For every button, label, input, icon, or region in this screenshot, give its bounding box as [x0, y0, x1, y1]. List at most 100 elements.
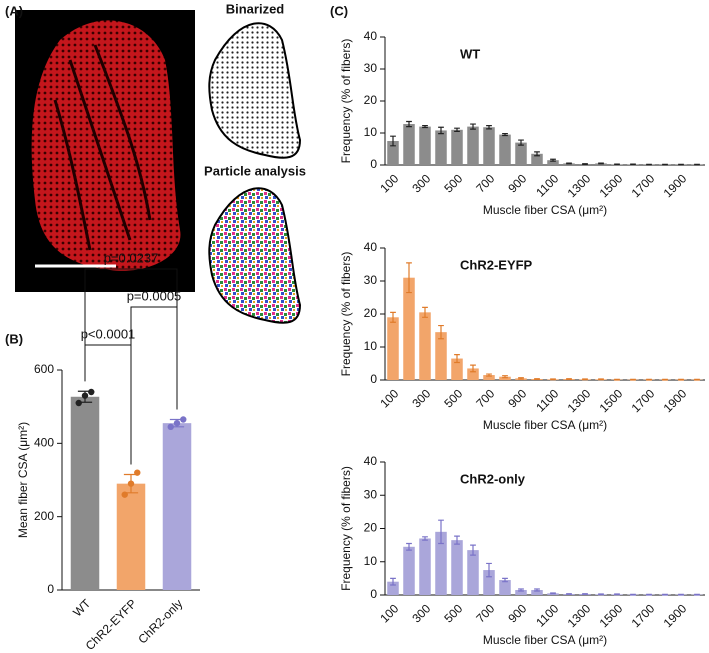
panel-a: (A) Binarized Particle analysis	[5, 1, 306, 324]
x-tick-label: 700	[473, 601, 497, 625]
x-tick-label: 300	[409, 386, 433, 410]
y-axis-label: Mean fiber CSA (μm²)	[16, 422, 30, 538]
error-bar	[422, 306, 428, 318]
bar	[162, 423, 192, 590]
error-bar	[454, 353, 460, 364]
y-tick-label: 20	[364, 521, 378, 535]
data-point	[180, 416, 187, 423]
error-bar	[470, 364, 476, 373]
x-tick-label: 1900	[661, 601, 690, 630]
chart-title: ChR2-EYFP	[460, 257, 533, 272]
bar	[435, 531, 447, 595]
x-tick-label: 300	[409, 171, 433, 195]
error-bar	[502, 577, 508, 583]
error-bar	[518, 377, 524, 380]
bar	[451, 129, 463, 165]
bar	[499, 134, 511, 165]
y-tick-label: 0	[47, 582, 54, 596]
y-tick-label: 400	[34, 436, 54, 450]
bar	[435, 332, 447, 380]
x-tick-label: 1300	[565, 601, 594, 630]
y-tick-label: 0	[370, 372, 377, 386]
y-tick-label: 40	[364, 240, 378, 254]
error-bar	[566, 378, 572, 380]
x-tick-label: 1300	[565, 386, 594, 415]
y-tick-label: 40	[364, 29, 378, 43]
error-bar	[422, 536, 428, 541]
data-point	[134, 469, 141, 476]
error-bar	[502, 375, 508, 379]
error-bar	[486, 562, 492, 578]
x-tick-label: 700	[473, 386, 497, 410]
x-tick-label: 1700	[629, 386, 658, 415]
bar	[387, 317, 399, 380]
p-value: p=0.0237	[104, 250, 159, 265]
x-tick-label: 500	[441, 171, 465, 195]
y-tick-label: 600	[34, 362, 54, 376]
error-bar	[598, 378, 604, 381]
error-bar	[406, 262, 412, 294]
bar	[451, 540, 463, 595]
panel-label: (A)	[5, 3, 23, 18]
y-tick-label: 20	[364, 306, 378, 320]
bar	[499, 580, 511, 595]
y-axis-label: Frequency (% of fibers)	[339, 252, 353, 377]
bar	[483, 375, 495, 380]
bar	[419, 126, 431, 165]
error-bar	[486, 373, 492, 377]
y-axis-label: Frequency (% of fibers)	[339, 466, 353, 591]
binarized-image	[208, 22, 302, 159]
error-bar	[534, 588, 540, 592]
data-point	[121, 491, 128, 498]
error-bar	[390, 311, 396, 323]
bar	[547, 160, 559, 165]
x-axis-label: Muscle fiber CSA (μm²)	[483, 633, 607, 647]
bar	[435, 130, 447, 165]
error-bar	[518, 139, 524, 146]
data-point	[167, 423, 174, 431]
x-tick-label: 1300	[565, 171, 594, 200]
data-point	[173, 419, 181, 427]
bar	[467, 368, 479, 380]
error-bar	[534, 378, 540, 380]
error-bar	[646, 163, 652, 166]
bar	[116, 483, 146, 590]
error-bar	[630, 163, 636, 166]
y-tick-label: 10	[364, 125, 378, 139]
error-bar	[566, 593, 572, 595]
error-bar	[454, 535, 460, 545]
error-bar	[454, 127, 460, 132]
bar	[387, 581, 399, 595]
x-tick-label: 1500	[597, 386, 626, 415]
bar	[387, 141, 399, 165]
error-bar	[566, 162, 572, 165]
panel-label: (C)	[330, 3, 348, 18]
error-bar	[406, 542, 412, 551]
error-bar	[502, 133, 508, 137]
bar	[451, 358, 463, 380]
error-bar	[582, 378, 588, 381]
x-tick-label: 100	[377, 171, 401, 195]
panel-label: (B)	[5, 331, 23, 346]
y-axis-label: Frequency (% of fibers)	[339, 39, 353, 164]
error-bar	[614, 378, 620, 381]
error-bar	[438, 519, 444, 545]
x-tick-label: 500	[441, 386, 465, 410]
x-axis-label: Muscle fiber CSA (μm²)	[483, 418, 607, 432]
x-tick-label: 900	[505, 171, 529, 195]
y-tick-label: 30	[364, 273, 378, 287]
y-tick-label: 10	[364, 339, 378, 353]
x-tick-label: 1900	[661, 386, 690, 415]
error-bar	[550, 378, 556, 381]
error-bar	[646, 378, 652, 381]
error-bar	[662, 593, 668, 596]
error-bar	[582, 593, 588, 595]
error-bar	[422, 125, 428, 129]
bar	[467, 126, 479, 165]
x-tick-label: 100	[377, 386, 401, 410]
data-point	[88, 388, 95, 396]
error-bar	[406, 120, 412, 128]
error-bar	[678, 378, 684, 381]
tissue-texture	[53, 44, 152, 251]
